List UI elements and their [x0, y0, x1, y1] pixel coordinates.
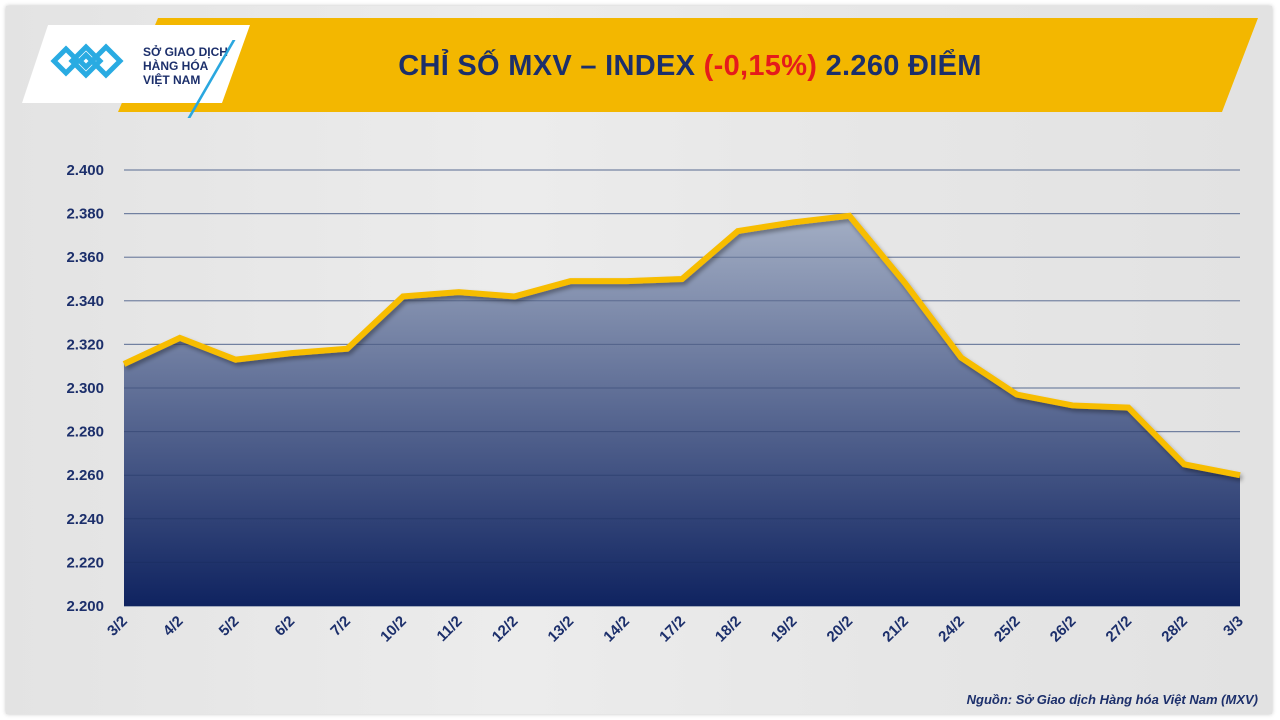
- x-tick-label: 20/2: [824, 613, 857, 646]
- y-tick-label: 2.260: [66, 467, 104, 484]
- logo-text: SỞ GIAO DỊCH HÀNG HÓA VIỆT NAM: [143, 45, 228, 87]
- x-tick-label: 17/2: [656, 613, 689, 646]
- x-tick-label: 27/2: [1103, 613, 1136, 646]
- x-tick-label: 10/2: [377, 613, 410, 646]
- x-tick-label: 24/2: [935, 613, 968, 646]
- logo-line: HÀNG HÓA: [143, 59, 209, 73]
- logo: [22, 25, 250, 103]
- x-tick-label: 18/2: [712, 613, 745, 646]
- x-tick-label: 12/2: [489, 613, 522, 646]
- y-tick-label: 2.200: [66, 598, 104, 615]
- page-title: CHỈ SỐ MXV – INDEX (-0,15%) 2.260 ĐIỂM: [250, 50, 1130, 83]
- logo-line: SỞ GIAO DỊCH: [143, 45, 228, 59]
- y-tick-label: 2.220: [66, 554, 104, 571]
- logo-mark-icon: [22, 25, 132, 103]
- x-tick-label: 13/2: [545, 613, 578, 646]
- y-tick-label: 2.400: [66, 162, 104, 179]
- x-tick-label: 3/2: [104, 613, 131, 640]
- x-tick-label: 19/2: [768, 613, 801, 646]
- title-suffix: 2.260 ĐIỂM: [817, 50, 982, 82]
- title-prefix: CHỈ SỐ MXV – INDEX: [398, 50, 704, 82]
- logo-line: VIỆT NAM: [143, 73, 201, 87]
- x-tick-label: 3/3: [1220, 613, 1247, 640]
- y-tick-label: 2.380: [66, 206, 104, 223]
- x-tick-label: 5/2: [216, 613, 243, 640]
- y-tick-label: 2.240: [66, 511, 104, 528]
- x-tick-label: 25/2: [991, 613, 1024, 646]
- x-tick-label: 7/2: [327, 613, 354, 640]
- x-tick-label: 14/2: [600, 613, 633, 646]
- y-tick-label: 2.360: [66, 249, 104, 266]
- x-tick-label: 21/2: [879, 613, 912, 646]
- area-fill: [124, 215, 1240, 606]
- y-tick-label: 2.320: [66, 336, 104, 353]
- x-tick-label: 26/2: [1047, 613, 1080, 646]
- x-tick-label: 11/2: [434, 613, 466, 645]
- title-change: (-0,15%): [703, 50, 818, 82]
- source-note: Nguồn: Sở Giao dịch Hàng hóa Việt Nam (M…: [966, 692, 1258, 707]
- y-tick-label: 2.300: [66, 380, 104, 397]
- x-tick-label: 6/2: [271, 613, 298, 640]
- title-banner: [118, 18, 1258, 112]
- x-tick-label: 4/2: [160, 613, 187, 640]
- y-tick-label: 2.280: [66, 424, 104, 441]
- y-tick-label: 2.340: [66, 293, 104, 310]
- x-tick-label: 28/2: [1158, 613, 1191, 646]
